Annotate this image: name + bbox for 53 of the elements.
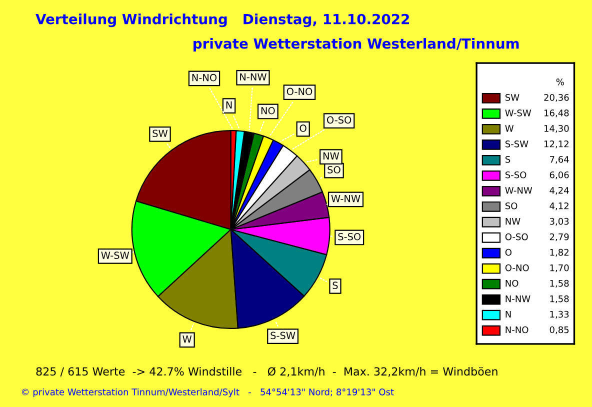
slice-label: O-SO — [326, 116, 352, 124]
data-label: 2,79 — [550, 233, 569, 242]
legend-label: S — [505, 156, 510, 163]
legend-label: N-NO — [506, 326, 528, 334]
data-label: 1,82 — [550, 248, 568, 257]
data-label: 12,12 — [544, 140, 568, 148]
data-label: 1,58 — [550, 280, 569, 288]
legend-label: NO — [506, 280, 518, 287]
slice-label: N-NO — [192, 74, 217, 82]
legend-title: % — [556, 78, 564, 86]
data-label: 16,48 — [544, 110, 569, 118]
data-label: 14,30 — [544, 125, 569, 133]
legend-label: SW — [505, 94, 520, 101]
slice-label: O-NO — [286, 88, 312, 96]
text: © private Wetterstation Tinnum/Westerland/Sylt - 54°54'13" Nord; 8°19'13" Ost — [22, 388, 394, 398]
legend-label: N — [506, 310, 511, 318]
data-label: 1,70 — [550, 264, 569, 272]
slice-label: SW — [152, 130, 168, 138]
text: 825 / 615 Werte -> 42.7% Windstille - Ø 2,1km/h - Max. 32,2km/h = Windböen — [36, 367, 498, 377]
slice-label: W — [182, 335, 192, 343]
data-label: 0,85 — [550, 326, 569, 334]
legend-label: N-NW — [506, 295, 530, 302]
legend-label: W — [505, 125, 514, 132]
legend-label: W-NW — [505, 187, 532, 194]
slice-label: N-NW — [240, 73, 266, 80]
slice-label: SO — [328, 166, 340, 174]
data-label: 4,24 — [550, 186, 569, 195]
legend-label: O — [505, 248, 512, 256]
legend-label: S-SW — [505, 140, 528, 148]
slice-label: W-SW — [101, 252, 130, 259]
data-label: 1,33 — [550, 310, 569, 319]
slice-label: NO — [261, 106, 275, 114]
data-label: 7,64 — [550, 156, 569, 164]
slice-label: S — [332, 282, 338, 290]
slice-label: S-SW — [270, 332, 296, 340]
legend-label: SO — [505, 202, 518, 210]
legend-label: NW — [506, 218, 520, 225]
chart-subtitle: private Wetterstation Westerland/Tinnum — [194, 38, 519, 52]
data-label: 3,03 — [550, 218, 569, 226]
data-label: 4,12 — [550, 202, 568, 210]
legend-label: O-SO — [505, 233, 528, 240]
legend-label: W-SW — [505, 110, 532, 116]
slice-label: S-SO — [338, 232, 361, 240]
data-label: 1,58 — [550, 295, 569, 304]
slice-label: W-NW — [331, 194, 360, 202]
legend-label: O-NO — [505, 264, 529, 272]
data-label: 20,36 — [544, 94, 569, 102]
chart-title: Verteilung Windrichtung Dienstag, 11.10.2022 — [36, 14, 409, 28]
slice-label: NW — [323, 152, 340, 160]
slice-label: O — [300, 124, 306, 132]
data-label: 6,06 — [550, 171, 569, 180]
slice-label: N — [226, 101, 232, 109]
legend-label: S-SO — [505, 171, 526, 178]
